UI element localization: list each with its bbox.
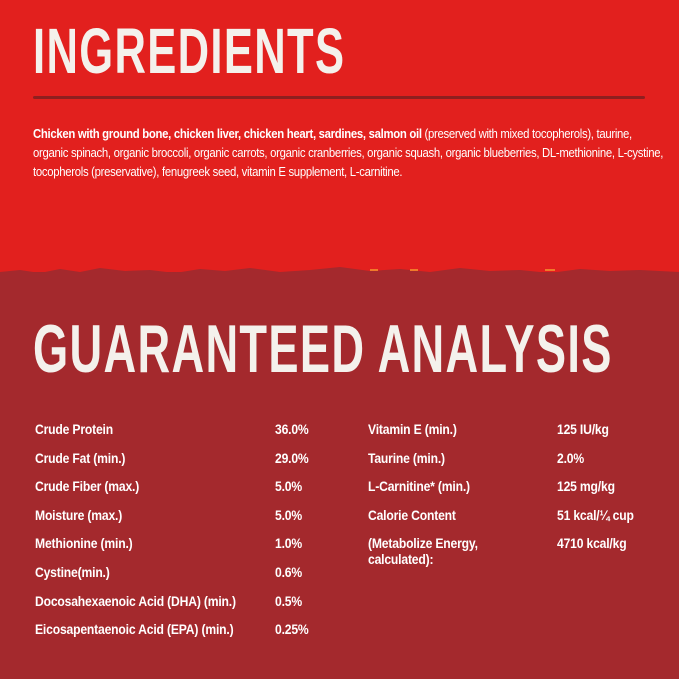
analysis-right-label: (Metabolize Energy, calculated): <box>368 536 478 568</box>
analysis-right-label: Vitamin E (min.) <box>368 422 457 437</box>
ingredients-title: INGREDIENTS <box>33 15 346 87</box>
analysis-left-label: Cystine(min.) <box>35 565 110 580</box>
analysis-left-value: 0.6% <box>275 565 302 580</box>
analysis-right-label: Taurine (min.) <box>368 450 445 466</box>
analysis-right-value: 2.0% <box>557 450 584 466</box>
analysis-left-value: 1.0% <box>275 536 302 552</box>
analysis-right-value: 125 mg/kg <box>557 479 615 495</box>
analysis-left-value: 0.25% <box>275 622 309 638</box>
analysis-left-value: 29.0% <box>275 450 309 466</box>
analysis-panel <box>0 272 679 679</box>
divider <box>33 96 645 99</box>
ingredients-list: Chicken with ground bone, chicken liver,… <box>33 124 669 181</box>
analysis-left-label: Crude Fat (min.) <box>35 450 126 466</box>
analysis-left-label: Docosahexaenoic Acid (DHA) (min.) <box>35 593 236 609</box>
analysis-left-label: Crude Protein <box>35 422 114 437</box>
analysis-right-value: 125 IU/kg <box>557 422 609 437</box>
ingredients-panel <box>0 0 679 272</box>
analysis-left-value: 0.5% <box>275 593 302 609</box>
analysis-left-label: Eicosapentaenoic Acid (EPA) (min.) <box>35 622 234 638</box>
ingredients-primary: Chicken with ground bone, chicken liver,… <box>33 126 422 141</box>
analysis-right-value: 4710 kcal/kg <box>557 536 627 552</box>
analysis-left-label: Crude Fiber (max.) <box>35 479 140 495</box>
ingredients-rest: (preserved with mixed tocopherols), taur… <box>33 126 664 179</box>
analysis-title: GUARANTEED ANALYSIS <box>33 311 613 387</box>
analysis-left-label: Methionine (min.) <box>35 536 133 552</box>
torn-edge <box>0 267 679 276</box>
analysis-left-value: 36.0% <box>275 422 309 437</box>
analysis-right-value: 51 kcal/¼ cup <box>557 507 634 523</box>
analysis-left-label: Moisture (max.) <box>35 507 123 523</box>
analysis-left-value: 5.0% <box>275 479 302 495</box>
analysis-right-label: Calorie Content <box>368 507 456 523</box>
analysis-left-value: 5.0% <box>275 507 302 523</box>
analysis-right-label: L-Carnitine* (min.) <box>368 479 470 495</box>
